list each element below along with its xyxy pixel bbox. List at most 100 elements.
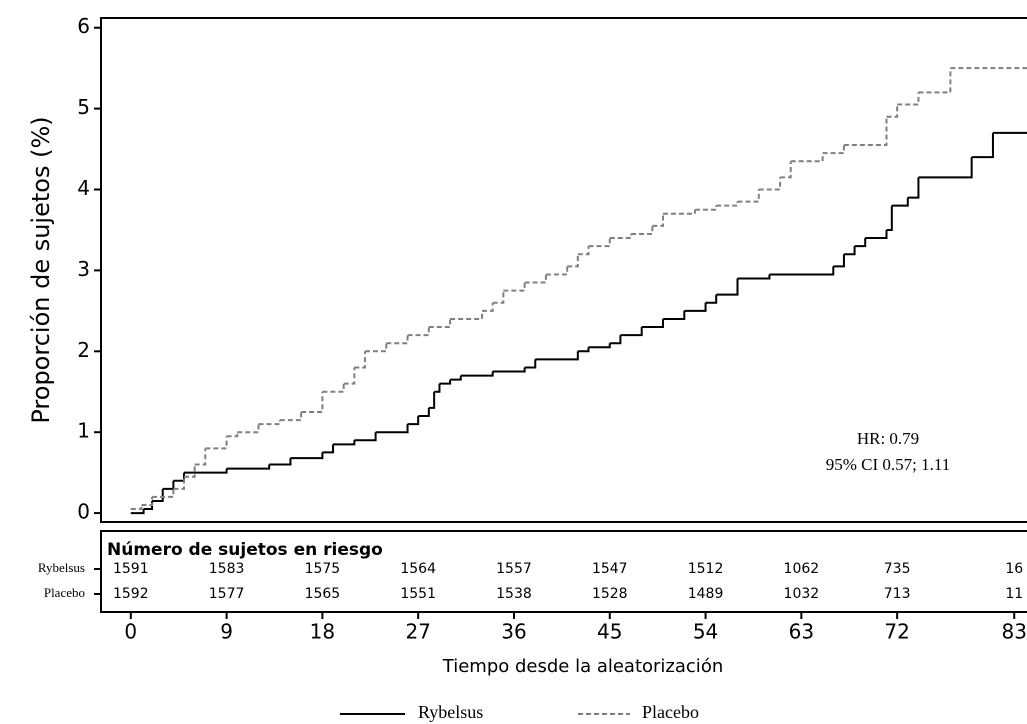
step-segment xyxy=(364,343,388,353)
risk-count: 11 xyxy=(1005,586,1023,602)
risk-count: 1062 xyxy=(784,561,820,577)
step-segment xyxy=(705,294,718,304)
x-tick-label: 72 xyxy=(884,620,909,644)
step-segment xyxy=(886,205,893,231)
step-segment xyxy=(130,505,143,511)
risk-table-frame xyxy=(100,530,1027,613)
step-segment xyxy=(620,327,643,337)
risk-count: 1512 xyxy=(688,561,724,577)
risk-count: 1577 xyxy=(209,586,245,602)
step-segment xyxy=(503,282,526,292)
step-segment xyxy=(918,68,952,94)
step-segment xyxy=(492,367,526,373)
step-segment xyxy=(434,383,441,393)
x-axis-label: Tiempo desde la aleatorización xyxy=(442,656,723,677)
risk-count: 1557 xyxy=(496,561,532,577)
step-segment xyxy=(226,432,239,438)
step-segment xyxy=(780,161,792,179)
step-segment xyxy=(194,448,207,466)
x-tick-label: 54 xyxy=(693,620,718,644)
risk-count: 16 xyxy=(1005,561,1023,577)
step-segment xyxy=(684,302,707,312)
step-segment xyxy=(790,153,824,163)
risk-count: 1575 xyxy=(305,561,341,577)
y-tick-label: 5 xyxy=(77,95,90,119)
step-segment xyxy=(577,246,590,256)
step-segment xyxy=(269,458,292,466)
risk-count: 1547 xyxy=(592,561,628,577)
y-tick-label: 0 xyxy=(77,500,90,524)
step-segment xyxy=(535,351,579,361)
step-segment xyxy=(301,391,324,413)
step-segment xyxy=(354,351,366,369)
y-tick-label: 6 xyxy=(77,14,90,38)
risk-count: 713 xyxy=(884,586,911,602)
y-tick-label: 3 xyxy=(77,257,90,281)
step-segment xyxy=(609,234,633,240)
step-segment xyxy=(173,476,186,490)
risk-count: 1564 xyxy=(400,561,436,577)
step-segment xyxy=(609,335,622,345)
y-axis-label: Proporción de sujetos (%) xyxy=(27,116,55,423)
step-segment xyxy=(918,157,973,179)
step-segment xyxy=(460,371,494,377)
step-segment xyxy=(333,440,356,446)
step-segment xyxy=(343,367,356,385)
step-segment xyxy=(737,189,760,203)
x-tick-label: 63 xyxy=(789,620,814,644)
step-segment xyxy=(237,424,260,434)
x-tick-label: 9 xyxy=(220,620,233,644)
risk-count: 1592 xyxy=(113,586,149,602)
step-segment xyxy=(386,335,409,345)
step-segment xyxy=(971,132,994,159)
step-segment xyxy=(173,472,186,482)
step-segment xyxy=(833,254,845,268)
step-segment xyxy=(226,464,271,470)
step-segment xyxy=(769,266,835,276)
step-segment xyxy=(290,452,324,460)
x-tick-label: 27 xyxy=(405,620,430,644)
y-tick-label: 4 xyxy=(77,176,90,200)
step-segment xyxy=(588,343,611,349)
step-segment xyxy=(162,480,175,490)
step-segment xyxy=(758,177,782,191)
legend-label: Rybelsus xyxy=(418,702,483,722)
x-tick-label: 18 xyxy=(310,620,335,644)
step-segment xyxy=(322,383,345,393)
risk-count: 1583 xyxy=(209,561,245,577)
step-segment xyxy=(439,379,452,385)
step-segment xyxy=(407,327,430,337)
step-segment xyxy=(428,391,436,409)
risk-count: 1591 xyxy=(113,561,149,577)
step-segment xyxy=(545,266,569,276)
risk-count: 735 xyxy=(884,561,911,577)
step-segment xyxy=(631,225,654,235)
step-segment xyxy=(716,278,739,296)
step-segment xyxy=(567,254,579,268)
step-segment xyxy=(907,177,920,199)
step-segment xyxy=(141,496,154,507)
annotation: HR: 0.79 xyxy=(857,429,919,448)
y-tick-label: 2 xyxy=(77,338,90,362)
step-segment xyxy=(375,424,409,434)
step-segment xyxy=(577,347,590,353)
risk-table-title: Número de sujetos en riesgo xyxy=(107,540,383,560)
step-segment xyxy=(652,213,664,227)
step-segment xyxy=(843,246,856,256)
step-segment xyxy=(184,464,196,478)
step-segment xyxy=(428,318,452,329)
step-segment xyxy=(258,420,281,426)
step-segment xyxy=(641,318,664,329)
step-segment xyxy=(716,201,739,207)
step-segment xyxy=(524,274,547,284)
x-tick-label: 45 xyxy=(597,620,622,644)
step-segment xyxy=(822,145,845,155)
step-segment xyxy=(450,375,462,381)
step-segment xyxy=(854,238,867,248)
x-tick-label: 36 xyxy=(501,620,526,644)
step-segment xyxy=(886,104,899,118)
step-segment xyxy=(418,407,430,418)
step-segment xyxy=(662,209,696,215)
risk-count: 1528 xyxy=(592,586,628,602)
